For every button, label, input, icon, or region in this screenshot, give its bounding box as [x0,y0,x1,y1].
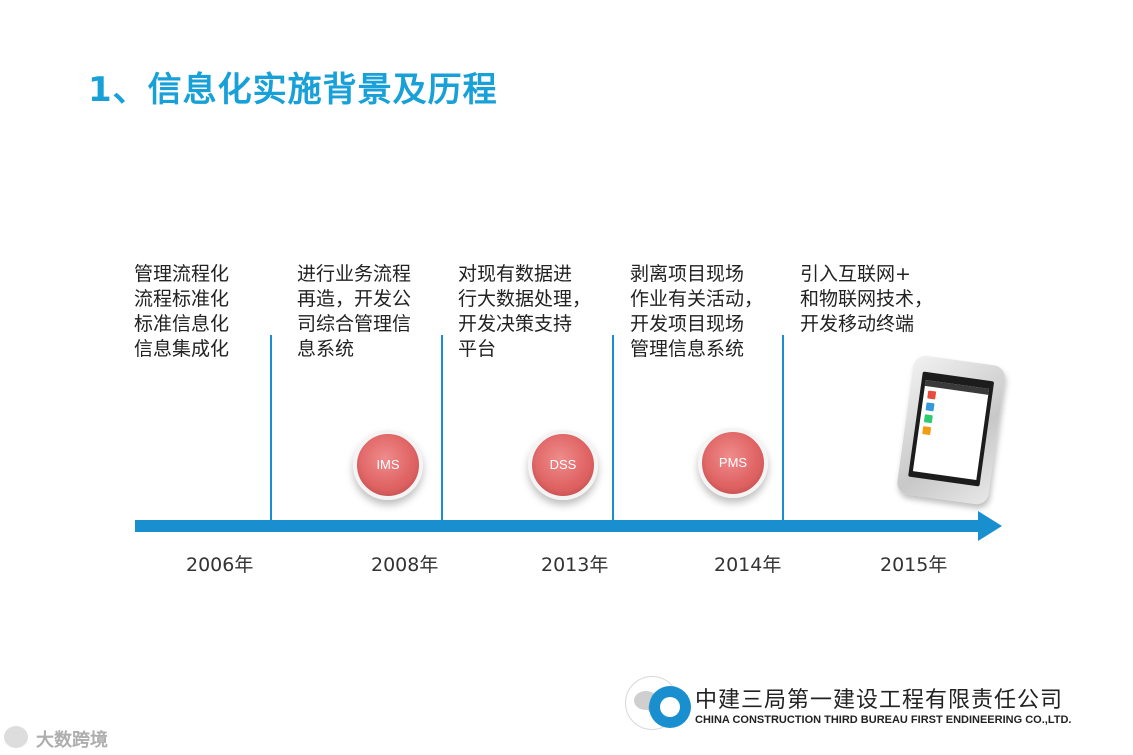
year-label: 2006年 [186,554,254,576]
phase-line: 开发移动终端 [800,313,915,335]
watermark-logo-icon [4,726,28,748]
timeline-divider [270,335,272,523]
phase-2014-text: 剥离项目现场 作业有关活动， 开发项目现场 管理信息系统 [630,262,763,362]
phase-line: 司综合管理信 [297,313,412,335]
pms-badge: PMS [698,428,768,498]
slide-title: 1、信息化实施背景及历程 [88,70,498,110]
watermark: 大数跨境 [0,726,180,752]
phase-line: 行大数据处理， [458,288,592,310]
phase-line: 标准信息化 [134,313,230,335]
app-tile-icon [923,414,933,424]
smartphone-icon [895,354,1007,506]
timeline-arrow [135,520,980,532]
phone-screen [908,371,995,487]
app-tile-icon [925,402,935,412]
phase-line: 平台 [458,338,497,360]
company-logo: 中建三局第一建设工程有限责任公司 CHINA CONSTRUCTION THIR… [625,668,1095,738]
phase-line: 管理流程化 [134,263,230,285]
phase-line: 引入互联网+ [800,263,911,285]
phase-line: 流程标准化 [134,288,230,310]
app-tile-icon [922,426,932,436]
phase-line: 作业有关活动， [630,288,764,310]
phase-line: 再造，开发公 [297,288,412,310]
phase-line: 对现有数据进 [458,263,573,285]
phase-2015-text: 引入互联网+ 和物联网技术， 开发移动终端 [800,262,933,337]
year-label: 2008年 [371,554,439,576]
phone-app [912,379,990,481]
phase-2006-text: 管理流程化 流程标准化 标准信息化 信息集成化 [134,262,229,362]
phase-line: 开发项目现场 [630,313,745,335]
timeline-divider [782,335,784,523]
phase-line: 剥离项目现场 [630,263,745,285]
timeline-divider [612,335,614,523]
company-emblem-icon [649,686,691,728]
ims-badge: IMS [353,430,423,500]
phase-line: 管理信息系统 [630,338,745,360]
phase-line: 和物联网技术， [800,288,934,310]
company-name-cn: 中建三局第一建设工程有限责任公司 [695,688,1064,713]
phase-2013-text: 对现有数据进 行大数据处理， 开发决策支持 平台 [458,262,591,362]
timeline-divider [441,335,443,523]
year-label: 2015年 [880,554,948,576]
timeline-arrow-head [978,511,1002,541]
app-tile-icon [927,390,937,400]
emblem-core [660,697,680,717]
dss-badge: DSS [528,430,598,500]
phase-line: 信息集成化 [134,338,230,360]
phase-line: 息系统 [297,338,355,360]
phase-2008-text: 进行业务流程 再造，开发公 司综合管理信 息系统 [297,262,411,362]
phase-line: 开发决策支持 [458,313,573,335]
company-name-en: CHINA CONSTRUCTION THIRD BUREAU FIRST EN… [695,714,1072,726]
year-label: 2014年 [714,554,782,576]
phase-line: 进行业务流程 [297,263,412,285]
watermark-text: 大数跨境 [36,730,108,751]
year-label: 2013年 [541,554,609,576]
